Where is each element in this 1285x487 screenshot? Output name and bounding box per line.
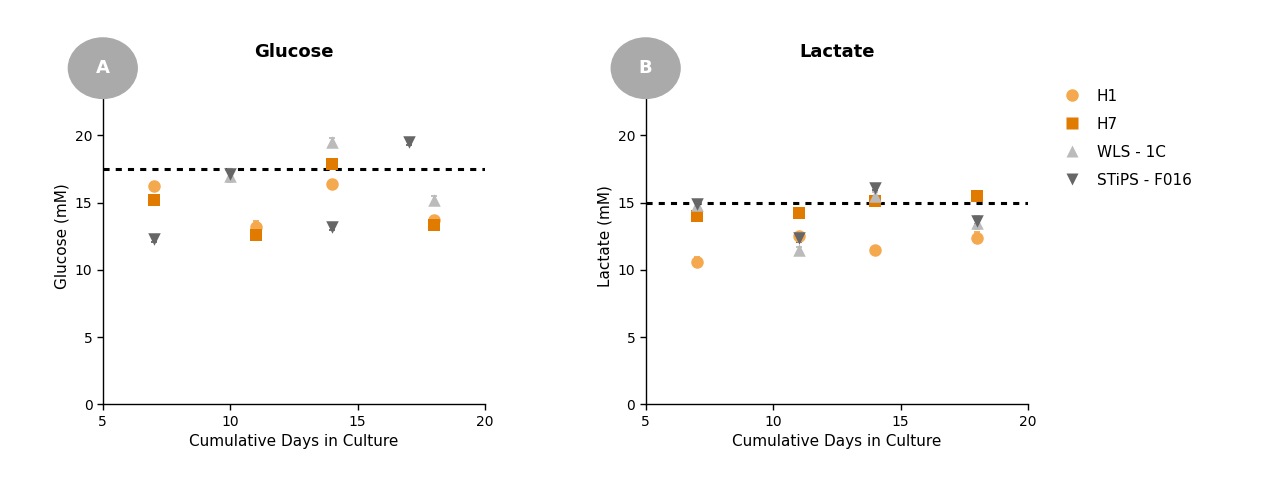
Point — [966, 192, 987, 200]
Point — [323, 223, 343, 231]
Point — [966, 234, 987, 242]
Point — [323, 160, 343, 168]
Circle shape — [68, 38, 137, 98]
X-axis label: Cumulative Days in Culture: Cumulative Days in Culture — [732, 434, 942, 449]
Point — [220, 170, 240, 178]
Point — [424, 222, 445, 229]
Point — [686, 212, 707, 220]
Point — [424, 196, 445, 204]
Point — [144, 196, 164, 204]
Y-axis label: Lactate (mM): Lactate (mM) — [598, 185, 612, 287]
Point — [686, 202, 707, 209]
Point — [220, 172, 240, 180]
Point — [788, 232, 808, 240]
Legend: H1, H7, WLS - 1C, STiPS - F016: H1, H7, WLS - 1C, STiPS - F016 — [1051, 82, 1198, 194]
Point — [245, 231, 266, 239]
Point — [144, 235, 164, 243]
Point — [865, 197, 885, 205]
Point — [686, 200, 707, 208]
X-axis label: Cumulative Days in Culture: Cumulative Days in Culture — [189, 434, 398, 449]
Point — [398, 138, 419, 146]
Title: Lactate: Lactate — [799, 43, 875, 61]
Point — [144, 183, 164, 190]
Title: Glucose: Glucose — [254, 43, 334, 61]
Point — [966, 218, 987, 225]
Point — [424, 216, 445, 224]
Point — [323, 138, 343, 146]
Text: A: A — [96, 59, 109, 77]
Point — [323, 180, 343, 187]
Point — [686, 258, 707, 265]
Point — [966, 219, 987, 226]
Point — [865, 192, 885, 200]
Text: B: B — [639, 59, 653, 77]
Point — [788, 246, 808, 254]
Point — [788, 209, 808, 217]
Circle shape — [612, 38, 680, 98]
Point — [245, 223, 266, 231]
Point — [865, 246, 885, 254]
Y-axis label: Glucose (mM): Glucose (mM) — [54, 183, 69, 289]
Point — [788, 234, 808, 242]
Point — [865, 184, 885, 192]
